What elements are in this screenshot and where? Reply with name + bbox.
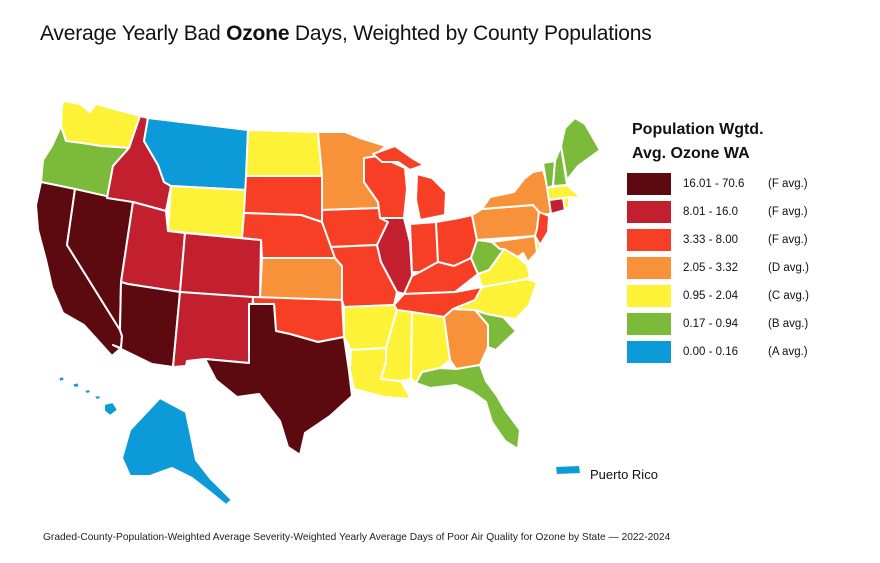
state-DE[interactable]	[534, 235, 541, 254]
state-IL[interactable]	[376, 217, 413, 295]
state-TX[interactable]	[204, 303, 353, 456]
state-NH[interactable]	[552, 145, 568, 187]
state-WY[interactable]	[167, 185, 247, 239]
legend-swatch	[627, 285, 671, 307]
legend-swatch	[627, 229, 671, 251]
state-KY[interactable]	[403, 257, 479, 295]
state-PR[interactable]	[554, 464, 582, 476]
legend-title: Population Wgtd. Avg. Ozone WA	[632, 121, 764, 162]
state-HI[interactable]	[57, 375, 119, 417]
legend-item: 0.17 - 0.94 (B avg.)	[627, 313, 808, 335]
legend-swatch	[627, 201, 671, 223]
state-RI[interactable]	[562, 196, 570, 211]
state-KS[interactable]	[259, 257, 343, 301]
legend-item: 0.95 - 2.04 (C avg.)	[627, 285, 809, 307]
legend-item: 8.01 - 16.0 (F avg.)	[627, 201, 808, 223]
state-MA[interactable]	[546, 184, 582, 201]
map-title: Average Yearly Bad Ozone Days, Weighted …	[40, 22, 652, 45]
puerto-rico-label: Puerto Rico	[590, 467, 658, 482]
state-FL[interactable]	[415, 364, 521, 450]
legend-item: 2.05 - 3.32 (D avg.)	[627, 257, 809, 279]
state-MI[interactable]	[372, 145, 447, 221]
legend-swatch	[627, 341, 671, 363]
legend-swatch	[627, 257, 671, 279]
legend-item: 0.00 - 0.16 (A avg.)	[627, 341, 808, 363]
footer-caption: Graded-County-Population-Weighted Averag…	[43, 532, 671, 543]
legend-item: 16.01 - 70.6 (F avg.)	[627, 173, 808, 195]
state-ME[interactable]	[560, 117, 601, 181]
legend-item: 3.33 - 8.00 (F avg.)	[627, 229, 808, 251]
state-AZ[interactable]	[112, 281, 181, 368]
legend-swatch	[627, 173, 671, 195]
state-NM[interactable]	[172, 291, 254, 368]
state-AK[interactable]	[121, 397, 233, 506]
state-MS[interactable]	[380, 309, 413, 382]
state-PA[interactable]	[471, 204, 540, 241]
state-ND[interactable]	[245, 129, 323, 177]
legend-swatch	[627, 313, 671, 335]
state-CO[interactable]	[179, 232, 262, 299]
